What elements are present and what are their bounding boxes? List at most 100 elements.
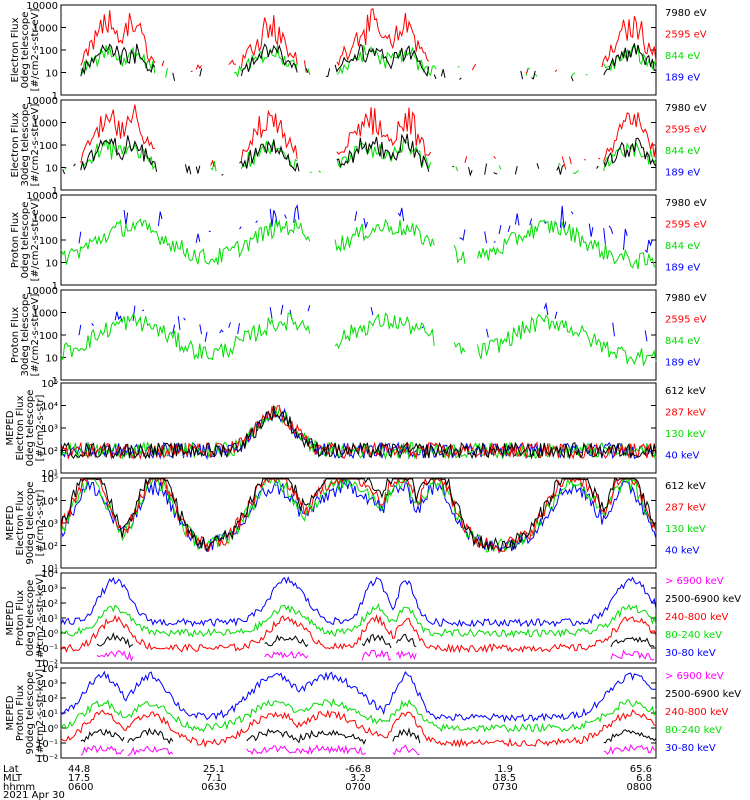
- series-line: [64, 137, 657, 174]
- y-label-line: 30deg telescope: [20, 103, 31, 186]
- y-tick-label: 10⁴: [41, 497, 58, 508]
- legend-entry: 844 eV: [665, 146, 700, 157]
- y-label-line: [#/cm2-s-str-eV]: [30, 294, 41, 377]
- legend-entry: 612 keV: [665, 481, 706, 492]
- y-label-line: 90deg telescope: [25, 481, 36, 564]
- legend-entry: 7980 eV: [665, 198, 707, 209]
- y-tick-label: 1: [52, 91, 58, 102]
- axis-row-value: 3.2: [350, 773, 366, 784]
- y-tick-label: 10³: [41, 424, 58, 435]
- legend-entry: 7980 eV: [665, 293, 707, 304]
- y-label-line: Electron Flux: [10, 112, 21, 177]
- legend-entry: > 6900 keV: [665, 576, 724, 587]
- panel-frame: [60, 289, 657, 381]
- y-tick-label: 10⁵: [41, 379, 58, 390]
- y-tick-label: 10²: [41, 542, 58, 553]
- panel-frame: [60, 382, 657, 474]
- y-label-line: Proton Flux: [15, 590, 26, 646]
- series-line: [62, 133, 657, 177]
- series-line: [80, 744, 657, 757]
- axis-row-value: 0800: [627, 782, 652, 793]
- axis-row-label: hhmm: [3, 782, 35, 793]
- y-tick-label: 10000: [26, 96, 58, 107]
- y-tick-label: 10⁰: [41, 724, 58, 735]
- axis-row-label: Lat: [3, 764, 19, 775]
- y-tick-label: 10⁵: [41, 474, 58, 485]
- y-tick-label: 100: [39, 141, 58, 152]
- y-tick-label: 10¹: [41, 469, 58, 480]
- axis-row-value: 18.5: [494, 773, 516, 784]
- legend-entry: 240-800 keV: [665, 707, 729, 718]
- legend-entry: 30-80 keV: [665, 743, 716, 754]
- y-tick-label: 10⁴: [41, 664, 58, 675]
- y-tick-label: 10¹: [41, 614, 58, 625]
- series-line: [60, 614, 657, 654]
- y-tick-label: 10²: [41, 694, 58, 705]
- y-label-line: MEPED: [5, 410, 16, 445]
- axis-row-label: MLT: [3, 773, 23, 784]
- y-tick-label: 10⁴: [41, 569, 58, 580]
- legend-entry: 2500-6900 keV: [665, 689, 741, 700]
- legend-entry: 2595 eV: [665, 315, 707, 326]
- axis-row-value: 0630: [201, 782, 226, 793]
- axis-row-value: 0600: [68, 782, 93, 793]
- y-tick-label: 10²: [41, 447, 58, 458]
- legend-entry: 2595 eV: [665, 220, 707, 231]
- series-line: [60, 404, 657, 461]
- legend-entry: 189 eV: [665, 358, 700, 369]
- legend-entry: 30-80 keV: [665, 648, 716, 659]
- y-label-line: Proton Flux: [10, 307, 21, 363]
- legend-entry: 189 eV: [665, 168, 700, 179]
- y-axis-label: MEPEDProton Flux90deg telescope[#/cm2-s-…: [5, 669, 46, 757]
- axis-row-value: 6.8: [636, 773, 652, 784]
- y-axis-label: MEPEDElectron Flux0deg telescope[#/cm2-s…: [5, 390, 46, 467]
- y-label-line: [#/cm2-s-str-keV]: [35, 574, 46, 662]
- y-tick-label: 1000: [33, 309, 58, 320]
- series-line: [60, 312, 657, 367]
- y-label-line: Electron Flux: [15, 395, 26, 460]
- y-axis-label: MEPEDProton Flux0deg telescope[#/cm2-s-s…: [5, 574, 46, 662]
- y-label-line: 0deg telescope: [20, 12, 31, 89]
- y-tick-label: 10⁴: [41, 402, 58, 413]
- legend-entry: 2595 eV: [665, 125, 707, 136]
- y-label-line: [#/cm2-s-str-eV]: [30, 104, 41, 187]
- axis-row-value: 1.9: [497, 764, 513, 775]
- y-axis-label: MEPEDElectron Flux90deg telescope[#/cm2-…: [5, 481, 46, 564]
- series-line: [60, 477, 657, 553]
- axis-row-value: 7.1: [206, 773, 222, 784]
- y-tick-label: 10²: [41, 599, 58, 610]
- y-axis-label: Proton Flux0deg telescope[#/cm2-s-str-eV…: [10, 199, 41, 282]
- series-line: [78, 204, 653, 254]
- y-tick-label: 1000: [33, 24, 58, 35]
- legend-entry: 7980 eV: [665, 103, 707, 114]
- y-tick-label: 1: [52, 376, 58, 387]
- y-label-line: 0deg telescope: [25, 580, 36, 657]
- legend-entry: 7980 eV: [665, 8, 707, 19]
- y-tick-label: 10⁻¹: [36, 644, 58, 655]
- legend-entry: 2500-6900 keV: [665, 594, 741, 605]
- series-line: [60, 477, 657, 554]
- legend-entry: 40 keV: [665, 546, 699, 557]
- legend-entry: 240-800 keV: [665, 612, 729, 623]
- y-tick-label: 10⁻²: [36, 659, 58, 670]
- y-tick-label: 1: [52, 281, 58, 292]
- legend-entry: 189 eV: [665, 73, 700, 84]
- panels: 1 10 100 1000 10000 Electron Flux 0deg telesco…: [5, 1, 741, 765]
- y-tick-label: 1000: [33, 214, 58, 225]
- y-tick-label: 10⁻¹: [36, 739, 58, 750]
- y-label-line: [#/cm2-s-str]: [35, 489, 46, 556]
- series-line: [60, 603, 657, 639]
- y-tick-label: 10: [45, 69, 58, 80]
- y-tick-label: 10: [45, 354, 58, 365]
- series-line: [80, 45, 657, 78]
- legend-entry: 844 eV: [665, 336, 700, 347]
- y-tick-label: 10³: [41, 679, 58, 690]
- legend-entry: 844 eV: [665, 51, 700, 62]
- legend-entry: 130 keV: [665, 429, 706, 440]
- date-label: 2021 Apr 30: [3, 790, 65, 800]
- series-line: [60, 670, 656, 723]
